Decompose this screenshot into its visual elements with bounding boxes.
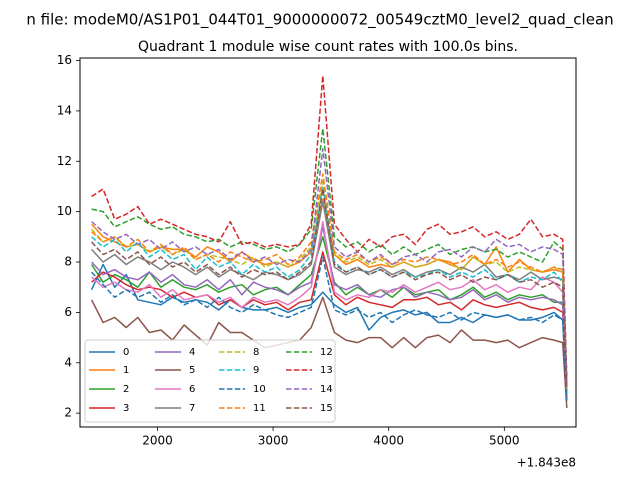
y-tick-label-4: 4	[64, 355, 72, 369]
y-tick-label-12: 12	[57, 154, 72, 168]
legend-label-15: 15	[320, 403, 333, 414]
x-tick-label-2000: 2000	[142, 434, 173, 448]
series-line-15	[91, 188, 568, 391]
x-offset-label: +1.843e8	[517, 456, 576, 470]
legend-label-4: 4	[189, 347, 195, 358]
series-line-6	[91, 220, 568, 396]
legend-label-14: 14	[320, 384, 333, 395]
legend-label-11: 11	[253, 403, 266, 414]
legend-label-13: 13	[320, 365, 333, 376]
legend-label-6: 6	[189, 384, 195, 395]
y-tick-label-2: 2	[64, 406, 72, 420]
series-line-3	[91, 251, 568, 401]
series-line-13	[91, 74, 568, 378]
series-line-12	[91, 127, 568, 383]
legend-label-0: 0	[123, 347, 129, 358]
y-tick-label-10: 10	[57, 204, 72, 218]
series-line-11	[91, 173, 568, 389]
legend-label-1: 1	[123, 365, 129, 376]
legend-label-8: 8	[253, 347, 259, 358]
x-tick-label-5000: 5000	[489, 434, 520, 448]
x-tick-label-4000: 4000	[373, 434, 404, 448]
legend-label-12: 12	[320, 347, 333, 358]
legend-box	[84, 339, 336, 423]
figure-suptitle: n file: modeM0/AS1P01_044T01_9000000072_…	[26, 11, 613, 30]
series-line-14	[91, 147, 568, 386]
y-tick-label-6: 6	[64, 305, 72, 319]
series-line-10	[91, 256, 568, 401]
series-line-4	[91, 226, 568, 399]
legend-label-7: 7	[189, 403, 195, 414]
y-tick-label-16: 16	[57, 53, 72, 67]
x-tick-label-3000: 3000	[258, 434, 289, 448]
plot-frame	[79, 57, 577, 428]
legend-label-2: 2	[123, 384, 129, 395]
y-tick-label-8: 8	[64, 255, 72, 269]
legend-label-3: 3	[123, 403, 129, 414]
series-line-7	[91, 200, 568, 391]
legend-label-5: 5	[189, 365, 195, 376]
chart-title: Quadrant 1 module wise count rates with …	[138, 39, 518, 55]
y-tick-label-14: 14	[57, 103, 72, 117]
legend-label-9: 9	[253, 365, 259, 376]
legend-label-10: 10	[253, 384, 266, 395]
